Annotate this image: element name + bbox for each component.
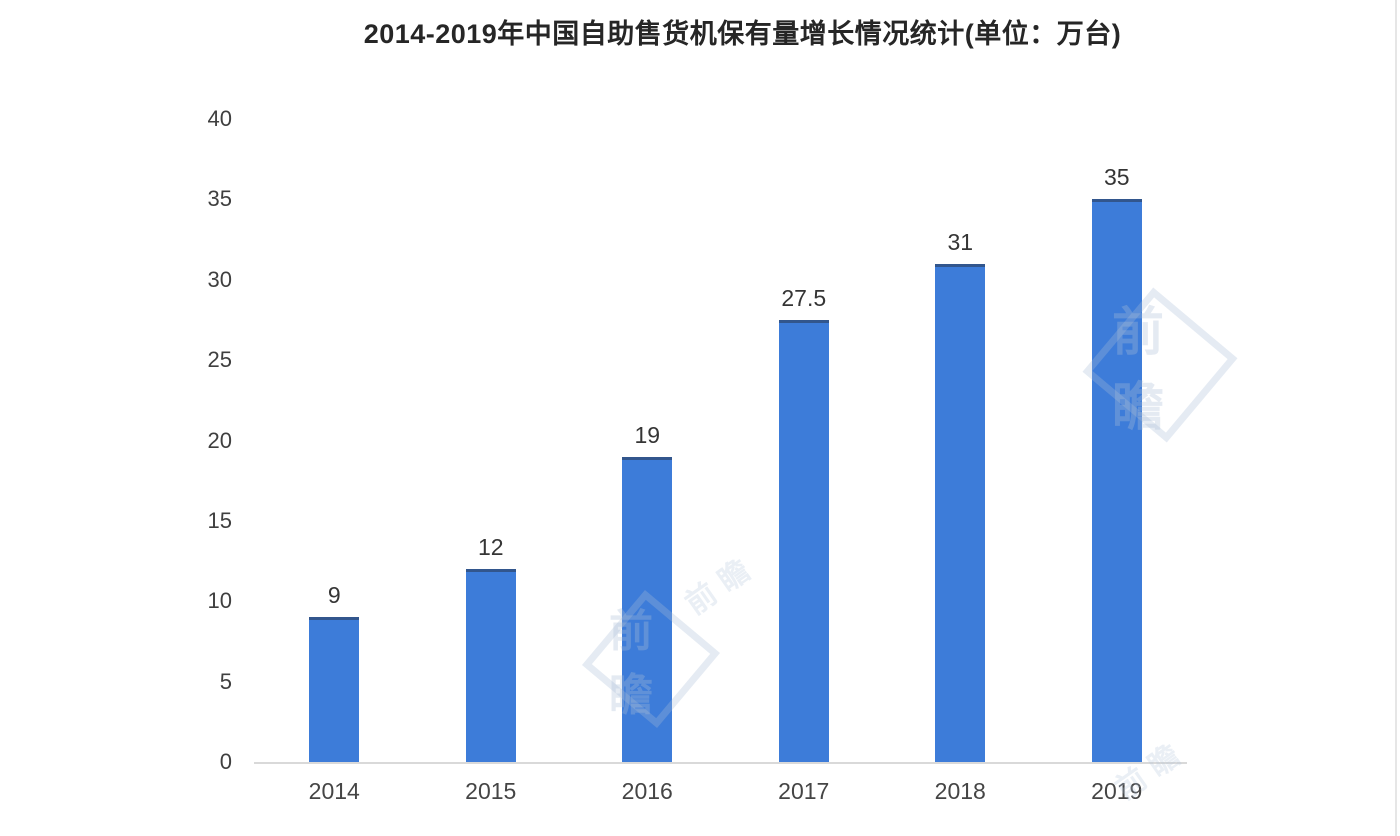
y-tick-label: 5 bbox=[219, 668, 232, 694]
y-tick-label: 25 bbox=[207, 347, 232, 373]
bar-2016 bbox=[622, 456, 673, 762]
bar-value-label: 35 bbox=[1103, 164, 1130, 191]
bar-2018 bbox=[935, 263, 986, 762]
y-tick-label: 10 bbox=[207, 588, 232, 614]
y-tick-label: 30 bbox=[207, 266, 232, 292]
bar-value-label: 12 bbox=[477, 534, 504, 561]
y-tick-label: 40 bbox=[207, 106, 232, 131]
y-tick-label: 35 bbox=[207, 186, 232, 212]
x-tick-label: 2014 bbox=[308, 778, 360, 804]
x-tick-label: 2017 bbox=[778, 778, 830, 804]
bar-2015 bbox=[465, 569, 516, 762]
y-tick-label: 20 bbox=[207, 427, 232, 453]
watermark: 前瞻 bbox=[1050, 690, 1310, 830]
y-tick-label: 0 bbox=[219, 749, 232, 774]
bar-2019 bbox=[1091, 199, 1142, 762]
bar-value-label: 19 bbox=[634, 421, 661, 448]
x-tick-label: 2018 bbox=[934, 778, 986, 804]
bar-2014 bbox=[309, 617, 360, 762]
chart-title: 2014-2019年中国自助售货机保有量增长情况统计(单位：万台) bbox=[363, 19, 1122, 49]
bar-2017 bbox=[778, 319, 829, 762]
bar-value-label: 31 bbox=[947, 228, 974, 255]
bar-value-label: 27.5 bbox=[781, 284, 827, 311]
watermark-text: 前瞻 bbox=[679, 548, 765, 622]
image-edge-line bbox=[1395, 0, 1397, 836]
bar-value-label: 9 bbox=[327, 582, 341, 609]
watermark: 前瞻 前瞻 bbox=[560, 530, 800, 729]
x-tick-label: 2015 bbox=[465, 778, 517, 804]
x-tick-label: 2016 bbox=[621, 778, 673, 804]
y-tick-label: 15 bbox=[207, 507, 232, 533]
x-axis-line bbox=[254, 762, 1187, 764]
x-tick-label: 2019 bbox=[1091, 778, 1143, 804]
